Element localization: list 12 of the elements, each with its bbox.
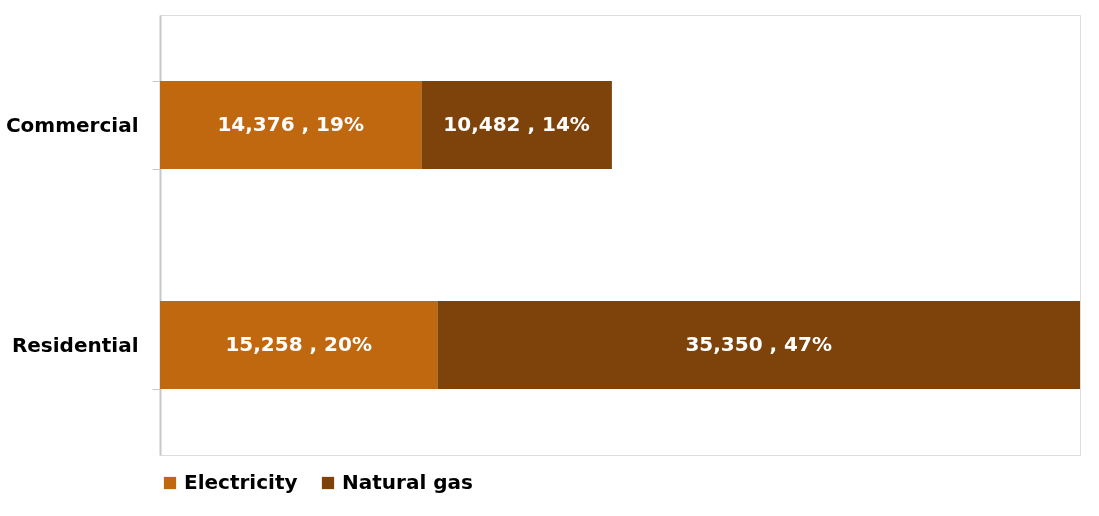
y-tick-label: Commercial	[5, 112, 139, 137]
bar	[160, 81, 422, 169]
y-tick-label: Residential	[11, 332, 139, 357]
bar	[437, 301, 1080, 389]
legend-label: Electricity	[184, 470, 298, 494]
data-label: 10,482 , 14%	[443, 112, 590, 136]
data-label: 35,350 , 47%	[685, 332, 832, 356]
data-label: 14,376 , 19%	[217, 112, 364, 136]
data-label: 15,258 , 20%	[225, 332, 372, 356]
legend-label: Natural gas	[342, 470, 473, 494]
bar	[160, 301, 438, 389]
bar	[421, 81, 612, 169]
